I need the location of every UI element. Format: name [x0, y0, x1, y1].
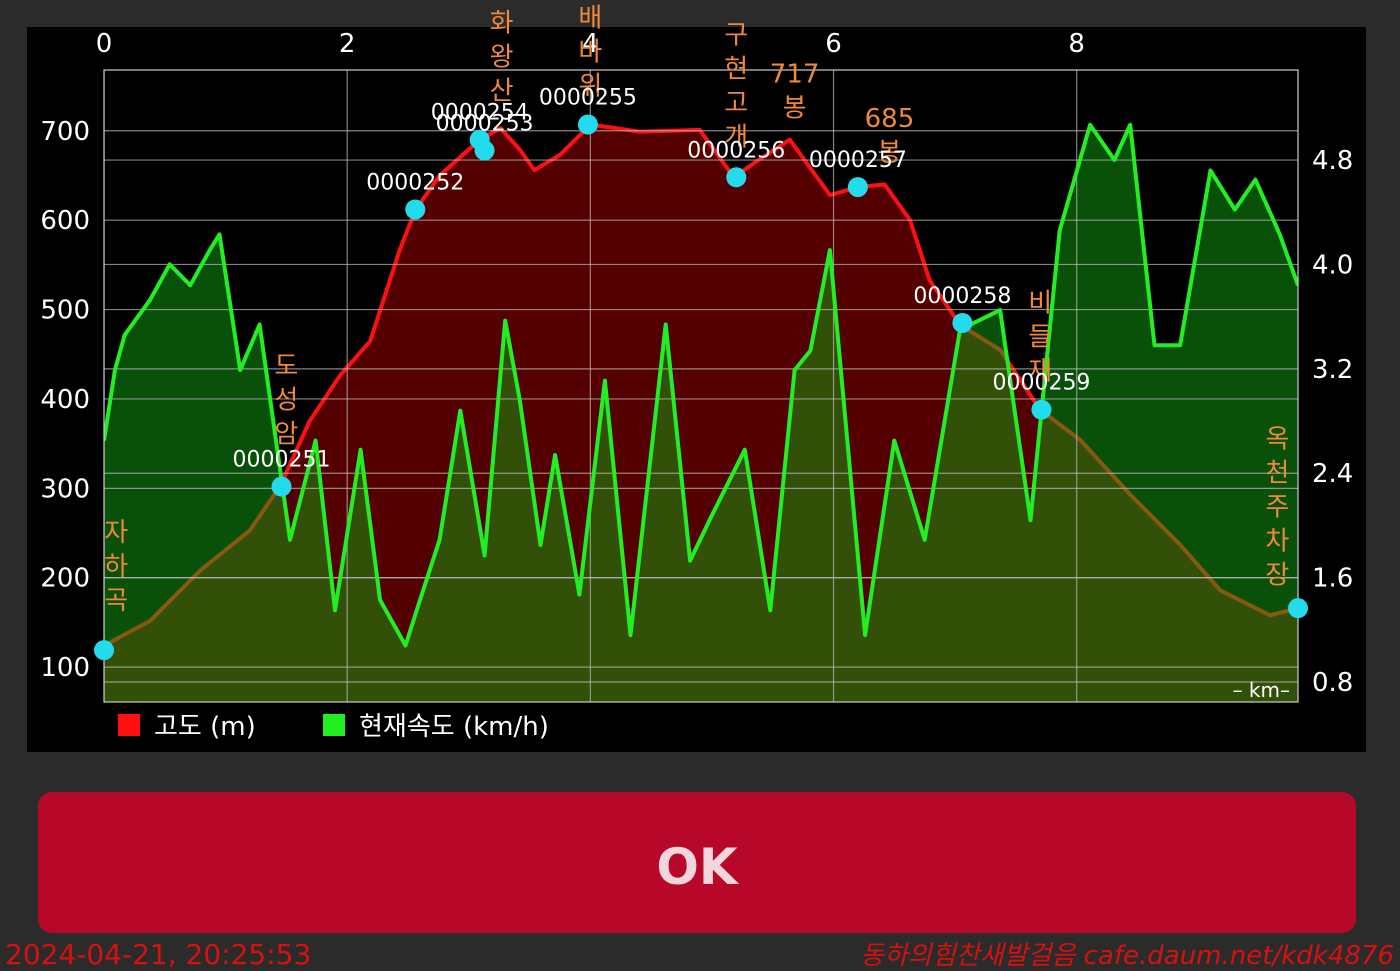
legend-label: 고도 (m) — [154, 712, 256, 742]
y2-tick-label: 4.0 — [1312, 250, 1353, 280]
waypoint — [1288, 598, 1308, 619]
watermark: 동하의힘찬새발걸음 cafe.daum.net/kdk4876 — [860, 941, 1394, 971]
waypoint — [1031, 399, 1052, 420]
y-tick-label: 100 — [40, 653, 90, 683]
x-tick-label: 8 — [1068, 29, 1085, 59]
waypoint — [577, 114, 598, 135]
place-label: 685 봉 — [865, 104, 915, 168]
x-tick-label: 0 — [96, 29, 113, 59]
legend-swatch — [118, 714, 140, 736]
y2-tick-label: 3.2 — [1312, 355, 1353, 385]
plot-border — [103, 69, 1299, 703]
waypoint — [726, 167, 747, 188]
y-tick-label: 400 — [40, 385, 90, 415]
waypoint — [952, 312, 973, 333]
y-tick-label: 700 — [40, 117, 90, 147]
y-tick-label: 200 — [40, 564, 90, 594]
waypoint-label: 0000251 — [233, 448, 331, 473]
waypoint-label: 0000254 — [431, 101, 529, 126]
place-label: 717 봉 — [770, 59, 820, 123]
waypoint — [271, 476, 292, 497]
timestamp: 2024-04-21, 20:25:53 — [5, 938, 311, 971]
speed-area — [104, 124, 1298, 702]
waypoint-label: 0000257 — [809, 148, 907, 173]
legend-label: 현재속도 (km/h) — [359, 712, 549, 742]
x-tick-label: 6 — [825, 29, 842, 59]
y-tick-label: 500 — [40, 296, 90, 326]
ok-label[interactable]: OK — [656, 838, 740, 896]
waypoint — [474, 140, 495, 161]
y-tick-label: 300 — [40, 474, 90, 504]
waypoint — [405, 199, 426, 220]
waypoint-label: 0000255 — [539, 86, 637, 111]
y-tick-label: 600 — [40, 206, 90, 236]
x-axis-label: – km– — [1233, 678, 1290, 702]
waypoint — [94, 640, 114, 661]
y2-tick-label: 1.6 — [1312, 564, 1353, 594]
plot-area — [104, 70, 1298, 702]
waypoint — [847, 177, 868, 198]
speed-line — [104, 122, 1298, 648]
ok-button[interactable] — [38, 792, 1356, 933]
y2-tick-label: 4.8 — [1312, 146, 1353, 176]
y2-tick-label: 0.8 — [1312, 668, 1353, 698]
waypoint-label: 0000259 — [992, 371, 1090, 396]
waypoint-label: 0000256 — [687, 138, 785, 163]
waypoint-label: 0000253 — [436, 111, 534, 136]
overlay: 0 2 4 6 8 100 200 300 400 500 600 700 0.8 1.6 2.4 3.2 4.… — [40, 4, 1353, 742]
y2-tick-label: 2.4 — [1312, 459, 1353, 489]
x-tick-label: 4 — [582, 29, 599, 59]
waypoint-label: 0000258 — [913, 284, 1011, 309]
x-tick-label: 2 — [339, 29, 356, 59]
waypoint-label: 0000252 — [366, 170, 464, 195]
legend-swatch — [323, 714, 345, 736]
